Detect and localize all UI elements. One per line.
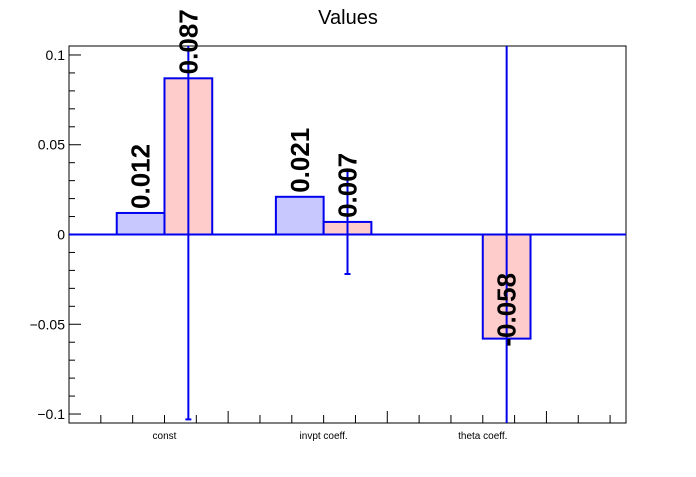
- data-label: 0.007: [333, 153, 363, 218]
- y-tick-label: 0.05: [38, 137, 65, 153]
- error-bars-group: [185, 46, 508, 423]
- x-tick-label: theta coeff.: [458, 431, 507, 442]
- data-label: -0.058: [492, 273, 522, 347]
- data-label: 0.012: [126, 144, 156, 209]
- y-tick-label: 0.1: [46, 47, 66, 63]
- y-tick-label: 0: [57, 227, 65, 243]
- y-axis: −0.1 −0.05 0 0.05 0.1: [30, 47, 81, 422]
- chart-title: Values: [318, 7, 378, 29]
- data-label: 0.021: [285, 128, 315, 193]
- y-tick-label: −0.1: [37, 406, 65, 422]
- data-label: 0.087: [173, 9, 203, 74]
- x-axis: const invpt coeff. theta coeff.: [100, 411, 611, 442]
- x-tick-label: const: [153, 431, 177, 442]
- data-labels-group: 0.012 0.021 0.087 0.007 -0.058: [126, 9, 522, 346]
- x-tick-label: invpt coeff.: [300, 431, 348, 442]
- y-tick-label: −0.05: [30, 316, 66, 332]
- bar: [115, 211, 166, 236]
- bar: [274, 195, 325, 236]
- bars-group: [115, 77, 532, 340]
